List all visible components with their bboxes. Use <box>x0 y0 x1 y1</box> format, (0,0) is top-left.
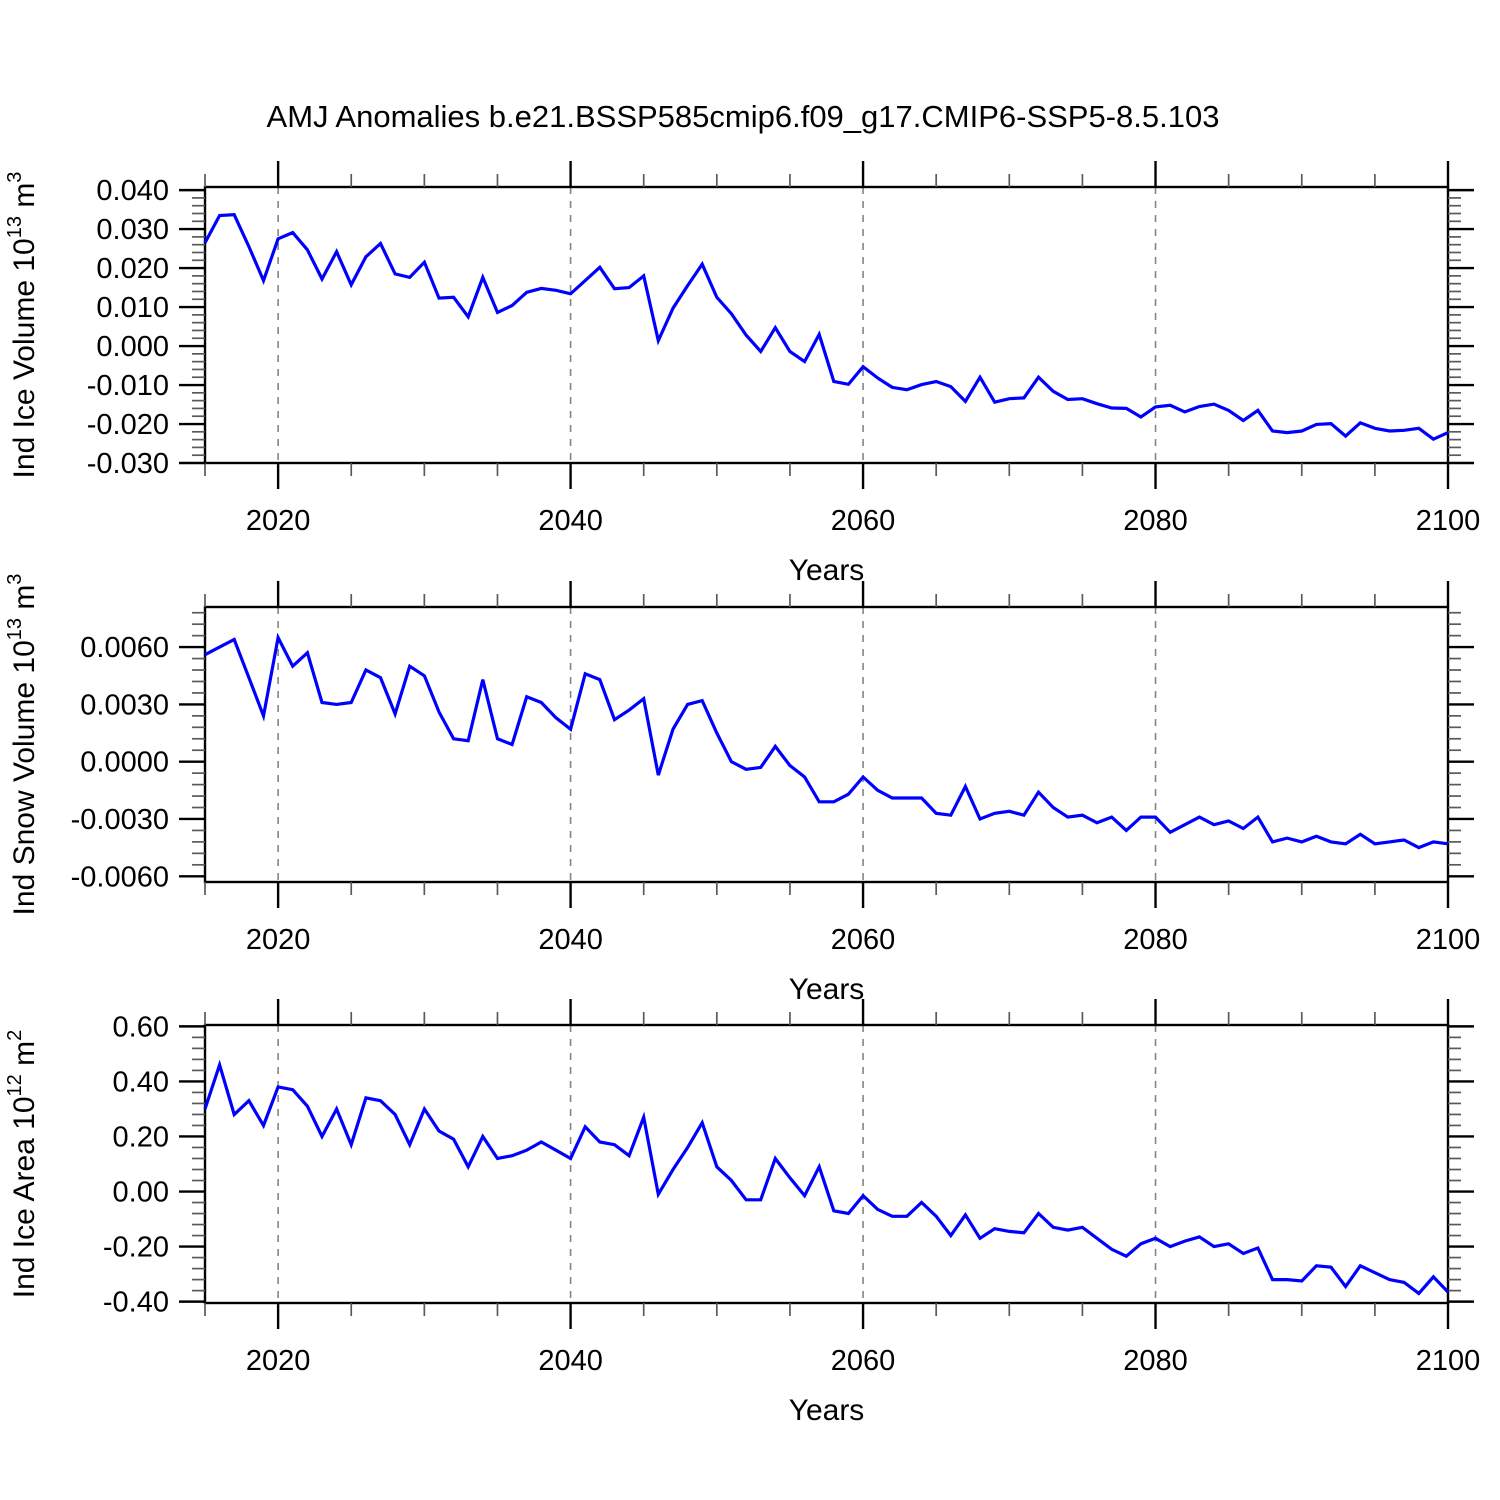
data-line-ind-ice-volume <box>203 213 1449 442</box>
plot-frame <box>203 1023 1450 1305</box>
figure-title: AMJ Anomalies b.e21.BSSP585cmip6.f09_g17… <box>267 99 1220 134</box>
y-axis-title: Ind Ice Area 1012 m2 <box>4 1030 41 1299</box>
plot-frame <box>203 185 1450 465</box>
y-axis-title: Ind Snow Volume 1013 m3 <box>4 574 41 916</box>
x-tick-label: 2080 <box>1123 1345 1188 1377</box>
x-tick-label: 2080 <box>1123 924 1188 956</box>
x-tick-label: 2020 <box>246 1345 311 1377</box>
y-tick-label: 0.030 <box>96 214 169 246</box>
y-tick-label: -0.0030 <box>71 804 169 836</box>
y-tick-label: -0.40 <box>103 1287 169 1319</box>
y-tick-label: 0.020 <box>96 253 169 285</box>
x-axis-title: Years <box>789 1394 865 1427</box>
y-tick-label: 0.000 <box>96 331 169 363</box>
x-tick-label: 2020 <box>246 505 311 537</box>
y-tick-label: 0.00 <box>113 1177 169 1209</box>
x-axis-title: Years <box>789 973 865 1006</box>
x-tick-label: 2060 <box>831 924 896 956</box>
x-axis-title: Years <box>789 554 865 587</box>
y-tick-label: 0.20 <box>113 1121 169 1153</box>
y-tick-label: -0.020 <box>87 409 169 441</box>
x-tick-label: 2040 <box>538 505 603 537</box>
y-tick-label: 0.60 <box>113 1011 169 1043</box>
data-line-ind-snow-volume <box>204 632 1449 850</box>
y-tick-label: -0.20 <box>103 1232 169 1264</box>
x-tick-label: 2100 <box>1416 924 1481 956</box>
x-tick-label: 2060 <box>831 1345 896 1377</box>
x-tick-label: 2040 <box>538 924 603 956</box>
y-tick-label: 0.0030 <box>80 689 169 721</box>
y-tick-label: 0.0060 <box>80 632 169 664</box>
x-tick-label: 2040 <box>538 1345 603 1377</box>
panel-snow-volume: 2020 2040 2060 2080 2100 Years 0.0060 0.0030 0.0… <box>4 574 1480 1006</box>
panel-ice-area: 2020 2040 2060 2080 2100 Years 0.60 0.40 0.20 0.0… <box>4 999 1480 1427</box>
y-tick-label: 0.0000 <box>80 747 169 779</box>
data-line-ind-ice-area <box>203 1059 1450 1296</box>
x-tick-label: 2080 <box>1123 505 1188 537</box>
y-tick-label: 0.040 <box>96 175 169 207</box>
y-tick-label: 0.010 <box>96 292 169 324</box>
y-tick-label: 0.40 <box>113 1066 169 1098</box>
x-tick-label: 2100 <box>1416 505 1481 537</box>
plot-frame <box>203 605 1450 884</box>
y-tick-label: -0.0060 <box>71 861 169 893</box>
panel-ice-volume: 2020 2040 2060 2080 2100 Years 0.040 0.030 0.020… <box>4 161 1480 587</box>
x-tick-label: 2020 <box>246 924 311 956</box>
y-tick-label: -0.030 <box>87 448 169 480</box>
y-axis-title: Ind Ice Volume 1013 m3 <box>4 172 41 479</box>
x-tick-label: 2060 <box>831 505 896 537</box>
y-tick-label: -0.010 <box>87 370 169 402</box>
x-tick-label: 2100 <box>1416 1345 1481 1377</box>
